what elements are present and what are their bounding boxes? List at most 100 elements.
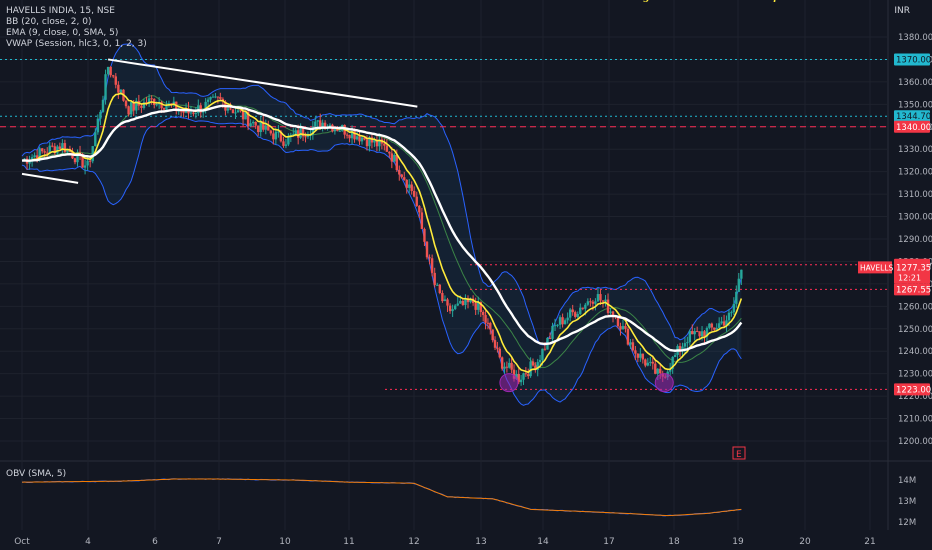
trendline xyxy=(107,58,418,108)
candle-body xyxy=(433,272,436,286)
candle-body xyxy=(541,348,544,360)
double-bottom-circle xyxy=(499,373,519,393)
candle-body xyxy=(117,84,120,93)
candle-body xyxy=(155,104,158,106)
candle-body xyxy=(304,136,307,138)
candle-body xyxy=(350,131,354,139)
candle-body xyxy=(99,111,102,119)
time-tick-label: 14 xyxy=(537,537,549,547)
candle-body xyxy=(479,302,483,312)
price-tick-label: 1260.00 xyxy=(898,302,932,312)
candle-body xyxy=(730,312,733,314)
candle-body xyxy=(43,151,46,153)
candle-body xyxy=(616,316,620,327)
price-tick-label: 1350.00 xyxy=(898,100,932,110)
candle-body xyxy=(589,301,592,303)
candle-body xyxy=(510,362,513,370)
candle-body xyxy=(551,325,554,339)
candle-body xyxy=(109,66,112,76)
candle-body xyxy=(531,361,535,366)
candle-body xyxy=(86,160,89,166)
candle-body xyxy=(681,346,684,352)
candle-body xyxy=(581,307,584,309)
candle-body xyxy=(561,317,564,325)
candle-body xyxy=(81,154,84,168)
candle-body xyxy=(33,155,36,158)
countdown-label: 12:21 xyxy=(898,273,921,282)
candle-body xyxy=(594,301,597,304)
indicator-bb[interactable]: BB (20, close, 2, 0) xyxy=(6,17,92,27)
time-tick-label: 4 xyxy=(85,537,91,547)
candle-body xyxy=(314,121,317,127)
price-tick-label: 1200.00 xyxy=(898,437,932,447)
candle-body xyxy=(172,101,176,105)
bb-upper xyxy=(21,43,742,346)
candle-body xyxy=(436,284,439,286)
candle-body xyxy=(127,106,130,115)
candle-body xyxy=(654,363,657,374)
candle-body xyxy=(415,196,418,206)
currency-label: INR xyxy=(894,6,910,16)
candle-body xyxy=(292,134,295,136)
candle-body xyxy=(491,329,494,341)
candle-body xyxy=(505,366,509,368)
candle-body xyxy=(556,324,559,326)
candle-body xyxy=(277,131,280,133)
candle-body xyxy=(76,152,79,163)
candle-body xyxy=(498,348,501,358)
candle-body xyxy=(703,331,706,337)
candle-body xyxy=(412,190,416,197)
candle-body xyxy=(282,141,285,146)
candle-body xyxy=(182,110,185,113)
candle-body xyxy=(727,312,731,321)
candle-body xyxy=(430,258,434,273)
candle-body xyxy=(241,111,245,120)
candle-body xyxy=(656,368,659,374)
candle-body xyxy=(91,146,94,162)
candle-body xyxy=(410,184,413,191)
candle-body xyxy=(651,361,654,364)
candle-body xyxy=(61,143,64,149)
price-level-label: 1223.00 xyxy=(896,385,931,395)
candle-body xyxy=(503,366,506,369)
chart-legend: HAVELLS INDIA, 15, NSE BB (20, close, 2,… xyxy=(6,6,147,50)
candle-body xyxy=(112,75,115,77)
candle-body xyxy=(713,327,716,330)
candle-body xyxy=(211,96,215,98)
indicator-ema[interactable]: EMA (9, close, 0, SMA, 5) xyxy=(6,28,119,38)
symbol-tag-label: HAVELLS xyxy=(860,263,894,272)
symbol-title[interactable]: HAVELLS INDIA, 15, NSE xyxy=(6,6,115,16)
candle-body xyxy=(348,135,351,139)
candle-body xyxy=(239,110,242,112)
candle-body xyxy=(606,299,610,313)
candle-body xyxy=(671,357,674,369)
candle-body xyxy=(566,317,569,321)
candle-body xyxy=(538,359,542,363)
candle-body xyxy=(393,154,396,162)
candle-body xyxy=(683,343,687,347)
candle-body xyxy=(179,110,183,112)
bb-lower xyxy=(21,116,742,406)
candle-body xyxy=(484,314,487,323)
candle-body xyxy=(700,331,704,337)
time-tick-label: 12 xyxy=(408,537,419,547)
price-level-tag xyxy=(894,283,930,296)
candle-body xyxy=(226,108,230,111)
candle-body xyxy=(48,145,51,154)
candle-body xyxy=(695,331,699,333)
price-tick-label: 1290.00 xyxy=(898,235,932,245)
indicator-vwap[interactable]: VWAP (Session, hlc3, 0, 1, 2, 3) xyxy=(6,39,147,49)
candle-body xyxy=(83,165,87,168)
candle-body xyxy=(446,299,449,306)
obv-indicator-label[interactable]: OBV (SMA, 5) xyxy=(6,469,67,479)
candle-body xyxy=(194,113,198,115)
candle-body xyxy=(469,298,472,303)
candle-body xyxy=(649,361,652,363)
candle-body xyxy=(294,130,297,135)
candle-body xyxy=(316,120,319,122)
candle-body xyxy=(634,350,637,354)
candle-body xyxy=(619,326,622,330)
candle-body xyxy=(328,124,332,127)
candle-body xyxy=(51,145,54,147)
